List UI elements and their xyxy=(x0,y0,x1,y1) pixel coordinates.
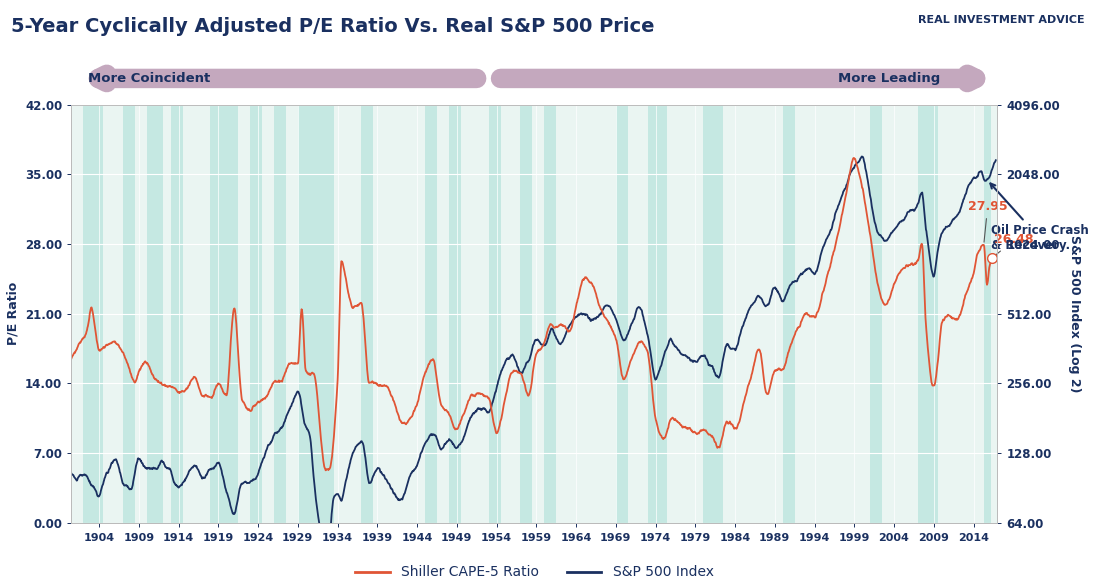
Text: 26.48: 26.48 xyxy=(994,234,1034,257)
Text: More Leading: More Leading xyxy=(838,72,940,85)
Bar xyxy=(147,105,162,523)
Bar xyxy=(298,105,333,523)
Text: 5-Year Cyclically Adjusted P/E Ratio Vs. Real S&P 500 Price: 5-Year Cyclically Adjusted P/E Ratio Vs.… xyxy=(11,17,654,37)
Text: REAL INVESTMENT ADVICE: REAL INVESTMENT ADVICE xyxy=(918,15,1085,24)
Bar xyxy=(616,105,628,523)
Bar xyxy=(210,105,238,523)
Bar xyxy=(545,105,556,523)
Bar xyxy=(123,105,135,523)
Bar xyxy=(362,105,374,523)
Legend: Shiller CAPE-5 Ratio, S&P 500 Index: Shiller CAPE-5 Ratio, S&P 500 Index xyxy=(350,560,719,581)
Y-axis label: P/E Ratio: P/E Ratio xyxy=(7,282,20,345)
Bar xyxy=(449,105,460,523)
Bar xyxy=(870,105,882,523)
Bar xyxy=(521,105,533,523)
Bar xyxy=(425,105,437,523)
Text: 27.95: 27.95 xyxy=(968,200,1007,242)
Bar xyxy=(171,105,183,523)
Bar xyxy=(83,105,103,523)
Bar xyxy=(274,105,286,523)
Bar xyxy=(783,105,795,523)
Bar xyxy=(917,105,938,523)
Bar xyxy=(648,105,667,523)
Text: More Coincident: More Coincident xyxy=(88,72,210,85)
Text: Oil Price Crash
& Recovery.: Oil Price Crash & Recovery. xyxy=(991,184,1088,252)
Bar xyxy=(250,105,262,523)
Bar xyxy=(489,105,501,523)
Bar xyxy=(984,105,991,523)
Bar xyxy=(704,105,723,523)
Y-axis label: S&P 500 Index (Log 2): S&P 500 Index (Log 2) xyxy=(1068,235,1081,393)
